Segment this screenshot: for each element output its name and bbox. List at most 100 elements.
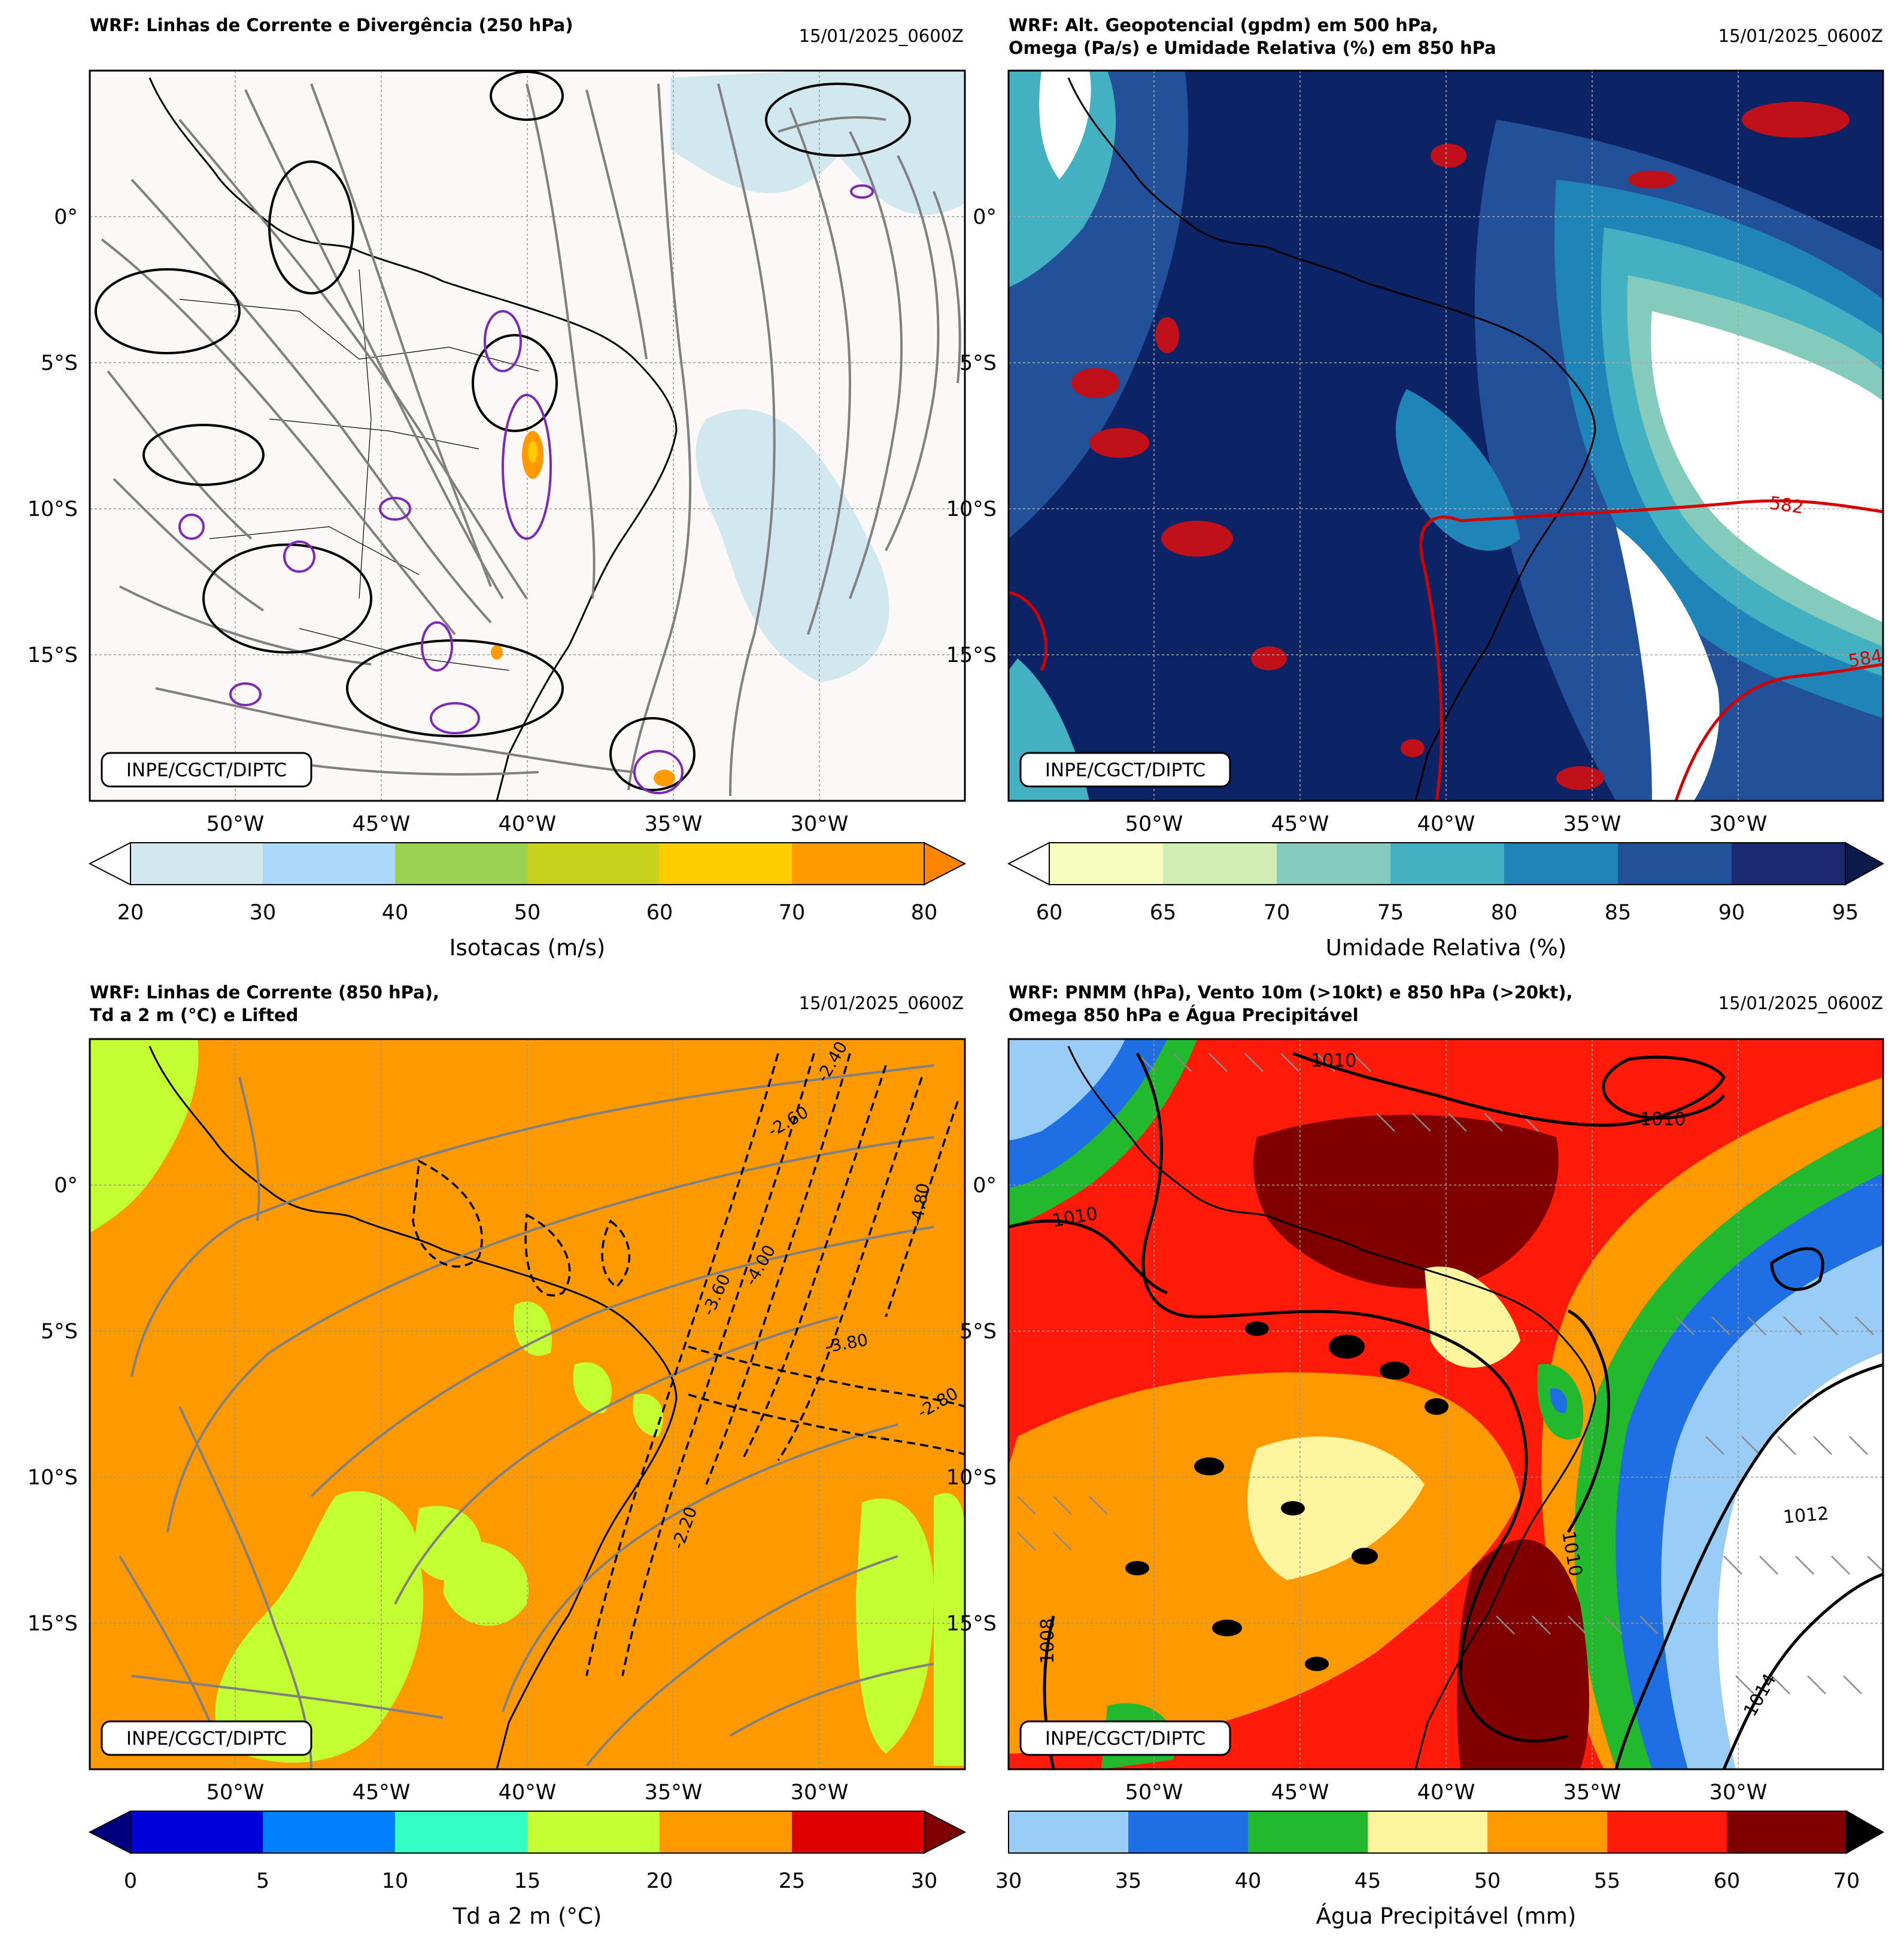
colorbar-segment <box>1277 843 1390 885</box>
colorbar-tick: 60 <box>1714 1869 1741 1893</box>
panel1-lon-labels: 50°W 45°W 40°W 35°W 30°W <box>207 812 849 836</box>
panel1-isotach-shading-east <box>696 409 889 682</box>
colorbar-segment <box>527 1811 660 1853</box>
lat-label: 15°S <box>946 1612 997 1636</box>
panel1-jet-cores-inner <box>528 441 538 463</box>
panel2-credit: INPE/CGCT/DIPTC <box>1045 760 1205 781</box>
colorbar-segment <box>1618 843 1732 885</box>
lat-label: 10°S <box>946 497 997 521</box>
panel2-humidity-shading <box>1009 71 1883 801</box>
colorbar-segment <box>1727 1811 1847 1853</box>
colorbar-segment <box>1487 1811 1607 1853</box>
lon-label: 45°W <box>1271 812 1329 836</box>
panel2-colorbar: 60 65 70 75 80 85 90 95 Umidade Relativa… <box>1007 842 1885 961</box>
colorbar-segment <box>792 1811 924 1853</box>
colorbar-segment <box>1390 843 1504 885</box>
lon-label: 40°W <box>499 1781 557 1805</box>
panel2-lat-labels: 0° 5°S 10°S 15°S <box>946 205 997 667</box>
colorbar-tick: 70 <box>1833 1869 1860 1893</box>
colorbar-frame <box>130 1811 925 1854</box>
panel2-contour-label: 582 <box>1768 493 1805 518</box>
panel3-title-line2: Td a 2 m (°C) e Lifted <box>90 1005 298 1025</box>
panel4-colorbar: 30 35 40 45 50 55 60 70 Água Precipitáve… <box>995 1810 1885 1929</box>
colorbar-extend-right <box>924 1810 967 1854</box>
lon-label: 35°W <box>1563 812 1621 836</box>
colorbar-segment <box>1009 1811 1128 1853</box>
panel3-title-line1: WRF: Linhas de Corrente (850 hPa), <box>90 982 439 1003</box>
colorbar-tick: 35 <box>1115 1869 1142 1893</box>
lat-label: 10°S <box>28 497 78 521</box>
pw-north-darkred <box>1253 1114 1559 1289</box>
panel3-datetime: 15/01/2025_0600Z <box>799 993 964 1013</box>
panel3-td-shading <box>90 1039 965 1766</box>
lon-label: 35°W <box>1563 1781 1621 1805</box>
panel2-credit-box <box>1019 752 1231 788</box>
colorbar-tick: 45 <box>1355 1869 1381 1893</box>
colorbar-tick: 65 <box>1150 901 1177 925</box>
colorbar-segment <box>130 843 263 885</box>
panel2-grid <box>1009 71 1883 801</box>
colorbar-tick: 55 <box>1594 1869 1621 1893</box>
colorbar-tick: 15 <box>514 1869 541 1893</box>
panel2-geopotential-contours <box>1009 499 1883 801</box>
colorbar-extend-right <box>924 842 967 886</box>
colorbar-label: Td a 2 m (°C) <box>453 1903 602 1929</box>
pw-east-orange <box>1541 1077 1883 1769</box>
colorbar-segment <box>660 843 792 885</box>
panel1-streamlines <box>101 83 961 797</box>
panel1-isotach-shading <box>670 71 965 215</box>
panel3-lat-labels: 0° 5°S 10°S 15°S <box>28 1174 78 1636</box>
panel2-frame <box>1007 69 1884 802</box>
colorbar-label: Isotacas (m/s) <box>450 935 606 961</box>
lat-label: 5°S <box>959 1320 997 1344</box>
panel1-state-borders <box>179 269 539 671</box>
rh-60-south <box>1616 527 1720 801</box>
colorbar-segment <box>1128 1811 1248 1853</box>
lat-label: 15°S <box>28 643 78 667</box>
colorbar-segment <box>660 1811 792 1853</box>
colorbar-tick: 80 <box>1491 901 1518 925</box>
panel3-coastline <box>148 1046 678 1769</box>
panel-850hpa-td: WRF: Linhas de Corrente (850 hPa), Td a … <box>28 982 967 1929</box>
colorbar-segment <box>395 1811 527 1853</box>
pw-central-blue <box>1550 1388 1568 1413</box>
lat-label: 5°S <box>41 351 78 375</box>
colorbar-tick: 5 <box>256 1869 269 1893</box>
isobar-label: 1012 <box>1782 1503 1830 1528</box>
panel3-credit-box <box>101 1720 312 1756</box>
colorbar-segment <box>1049 843 1163 885</box>
pw-northwest-lightblue <box>1009 1039 1125 1140</box>
lon-label: 50°W <box>207 1781 265 1805</box>
panel1-datetime: 15/01/2025_0600Z <box>799 26 964 46</box>
panel3-grid <box>90 1039 965 1769</box>
lat-label: 0° <box>973 205 997 229</box>
colorbar-segment <box>263 843 395 885</box>
lat-label: 10°S <box>28 1466 78 1490</box>
panel-250hpa: WRF: Linhas de Corrente e Divergência (2… <box>28 15 967 961</box>
panel1-title: WRF: Linhas de Corrente e Divergência (2… <box>90 15 573 35</box>
lat-label: 10°S <box>946 1466 997 1490</box>
colorbar-tick: 60 <box>1036 901 1063 925</box>
lon-label: 45°W <box>353 1781 411 1805</box>
colorbar-extend-right <box>1846 1810 1885 1854</box>
colorbar-tick: 80 <box>911 901 938 925</box>
pw-central-yellow <box>1247 1436 1425 1580</box>
panel4-coastline <box>1067 1046 1596 1769</box>
panel4-isobars <box>1009 1052 1883 1769</box>
lat-label: 15°S <box>28 1612 78 1636</box>
colorbar-segment <box>1732 843 1845 885</box>
panel2-title-line1: WRF: Alt. Geopotencial (gpdm) em 500 hPa… <box>1009 15 1438 35</box>
lat-label: 5°S <box>41 1320 78 1344</box>
colorbar-segment <box>792 843 924 885</box>
panel1-divergence-contours <box>95 71 911 791</box>
lon-label: 45°W <box>353 812 411 836</box>
colorbar-label: Água Precipitável (mm) <box>1316 1903 1577 1929</box>
colorbar-tick: 30 <box>911 1869 938 1893</box>
lon-label: 40°W <box>1417 1781 1475 1805</box>
colorbar-tick: 85 <box>1605 901 1632 925</box>
panel4-title-line1: WRF: PNMM (hPa), Vento 10m (>10kt) e 850… <box>1009 982 1573 1003</box>
colorbar-segment <box>1607 1811 1727 1853</box>
panel1-isotach-rings <box>178 184 874 794</box>
panel3-streamlines <box>119 1064 934 1769</box>
